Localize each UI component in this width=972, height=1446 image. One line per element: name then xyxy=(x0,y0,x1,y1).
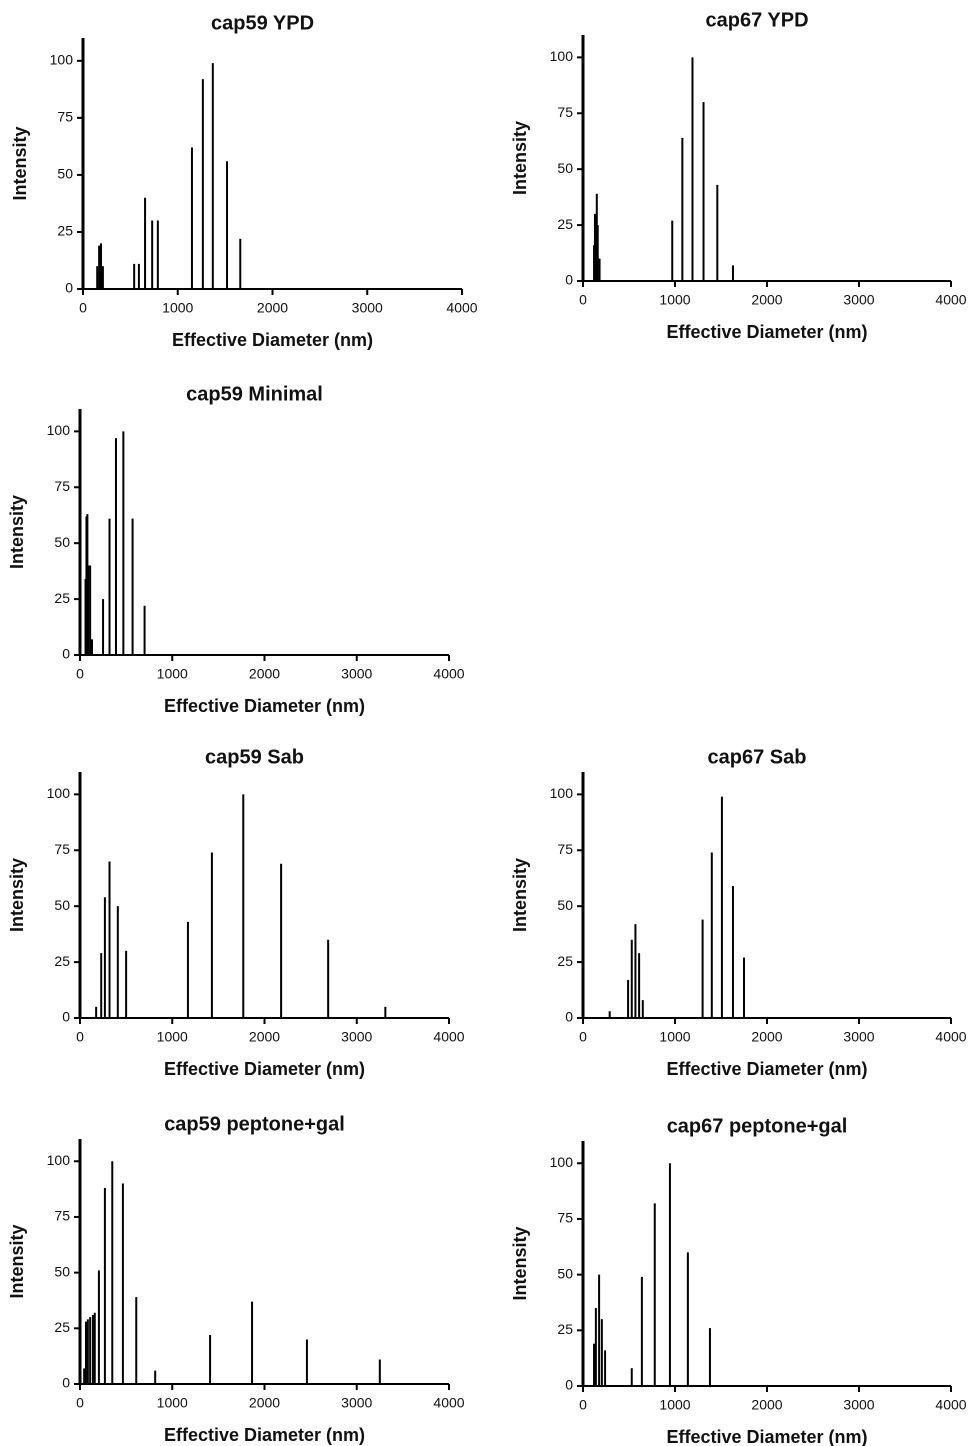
y-tick-label: 0 xyxy=(62,1375,70,1391)
x-axis-label: Effective Diameter (nm) xyxy=(666,1427,867,1446)
y-tick-label: 50 xyxy=(557,897,573,913)
y-tick-label: 50 xyxy=(57,166,73,182)
x-tick-label: 0 xyxy=(579,1029,587,1045)
y-axis-label: Intensity xyxy=(7,858,27,932)
x-tick-label: 1000 xyxy=(157,666,188,682)
y-axis-label: Intensity xyxy=(510,1226,530,1300)
y-axis-label: Intensity xyxy=(10,126,30,200)
x-tick-label: 1000 xyxy=(659,1397,690,1413)
y-tick-label: 100 xyxy=(550,48,574,64)
y-tick-label: 25 xyxy=(54,590,70,606)
x-tick-label: 3000 xyxy=(341,1029,372,1045)
y-tick-label: 0 xyxy=(565,1377,573,1393)
y-tick-label: 25 xyxy=(57,223,73,239)
y-tick-label: 100 xyxy=(47,1152,71,1168)
x-tick-label: 4000 xyxy=(935,1029,966,1045)
x-tick-label: 2000 xyxy=(249,1029,280,1045)
x-tick-label: 1000 xyxy=(659,1029,690,1045)
y-tick-label: 75 xyxy=(54,1208,70,1224)
x-tick-label: 4000 xyxy=(433,666,464,682)
y-tick-label: 75 xyxy=(557,841,573,857)
x-axis-label: Effective Diameter (nm) xyxy=(164,1425,365,1445)
chart-title: cap59 YPD xyxy=(211,12,314,34)
chart-title: cap67 Sab xyxy=(708,746,807,768)
x-axis-label: Effective Diameter (nm) xyxy=(666,322,867,342)
x-axis-label: Effective Diameter (nm) xyxy=(164,696,365,716)
y-axis-label: Intensity xyxy=(7,495,27,569)
y-tick-label: 25 xyxy=(557,1321,573,1337)
y-tick-label: 25 xyxy=(557,216,573,232)
y-tick-label: 100 xyxy=(50,52,74,68)
x-tick-label: 0 xyxy=(76,1029,84,1045)
y-tick-label: 25 xyxy=(54,1319,70,1335)
x-tick-label: 3000 xyxy=(341,666,372,682)
x-tick-label: 3000 xyxy=(341,1395,372,1411)
y-tick-label: 50 xyxy=(557,160,573,176)
x-tick-label: 4000 xyxy=(433,1029,464,1045)
chart-title: cap59 Minimal xyxy=(186,383,323,405)
x-tick-label: 4000 xyxy=(935,292,966,308)
x-tick-label: 1000 xyxy=(162,300,193,316)
x-tick-label: 2000 xyxy=(249,666,280,682)
x-tick-label: 2000 xyxy=(751,1029,782,1045)
x-tick-label: 4000 xyxy=(433,1395,464,1411)
y-tick-label: 0 xyxy=(565,272,573,288)
x-tick-label: 4000 xyxy=(446,300,477,316)
y-tick-label: 100 xyxy=(550,785,574,801)
chart-title: cap59 peptone+gal xyxy=(164,1113,345,1135)
y-axis-label: Intensity xyxy=(7,1224,27,1298)
x-tick-label: 1000 xyxy=(157,1395,188,1411)
y-tick-label: 0 xyxy=(65,280,73,296)
x-axis-label: Effective Diameter (nm) xyxy=(666,1059,867,1079)
x-tick-label: 3000 xyxy=(843,1029,874,1045)
x-tick-label: 0 xyxy=(76,666,84,682)
y-tick-label: 75 xyxy=(57,109,73,125)
y-tick-label: 50 xyxy=(557,1265,573,1281)
x-tick-label: 0 xyxy=(579,292,587,308)
y-tick-label: 0 xyxy=(565,1009,573,1025)
x-tick-label: 0 xyxy=(79,300,87,316)
y-tick-label: 50 xyxy=(54,534,70,550)
x-axis-label: Effective Diameter (nm) xyxy=(164,1059,365,1079)
y-tick-label: 75 xyxy=(54,841,70,857)
y-axis-label: Intensity xyxy=(510,858,530,932)
y-axis-label: Intensity xyxy=(510,121,530,195)
x-tick-label: 3000 xyxy=(352,300,383,316)
x-tick-label: 0 xyxy=(579,1397,587,1413)
y-tick-label: 50 xyxy=(54,897,70,913)
x-tick-label: 2000 xyxy=(751,1397,782,1413)
x-tick-label: 3000 xyxy=(843,292,874,308)
y-tick-label: 100 xyxy=(47,422,71,438)
x-tick-label: 2000 xyxy=(751,292,782,308)
y-tick-label: 25 xyxy=(54,953,70,969)
y-tick-label: 0 xyxy=(62,1009,70,1025)
y-tick-label: 50 xyxy=(54,1263,70,1279)
x-tick-label: 2000 xyxy=(257,300,288,316)
chart-title: cap67 YPD xyxy=(705,9,808,31)
y-tick-label: 25 xyxy=(557,953,573,969)
y-tick-label: 75 xyxy=(557,1210,573,1226)
x-axis-label: Effective Diameter (nm) xyxy=(172,330,373,350)
x-tick-label: 1000 xyxy=(157,1029,188,1045)
y-tick-label: 100 xyxy=(47,785,71,801)
chart-title: cap67 peptone+gal xyxy=(667,1115,848,1137)
x-tick-label: 3000 xyxy=(843,1397,874,1413)
y-tick-label: 75 xyxy=(54,478,70,494)
y-tick-label: 0 xyxy=(62,646,70,662)
y-tick-label: 100 xyxy=(550,1154,574,1170)
y-tick-label: 75 xyxy=(557,104,573,120)
x-tick-label: 1000 xyxy=(659,292,690,308)
x-tick-label: 2000 xyxy=(249,1395,280,1411)
chart-title: cap59 Sab xyxy=(205,746,304,768)
x-tick-label: 4000 xyxy=(935,1397,966,1413)
x-tick-label: 0 xyxy=(76,1395,84,1411)
